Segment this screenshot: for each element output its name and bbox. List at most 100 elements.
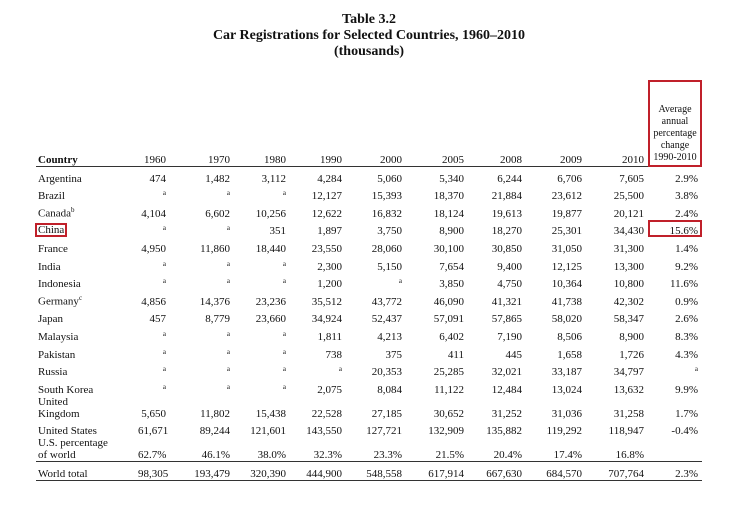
cell-text: 6,706 bbox=[557, 172, 582, 185]
value-cell: a bbox=[170, 255, 234, 273]
country-cell: Canadab bbox=[36, 202, 136, 220]
cell-text: 12,622 bbox=[311, 207, 342, 220]
value-cell: 18,440 bbox=[234, 237, 290, 255]
cell-text: 16.8% bbox=[615, 449, 644, 462]
column-header: 1990 bbox=[290, 80, 346, 167]
column-header: 2005 bbox=[406, 80, 468, 167]
value-cell: 21,884 bbox=[468, 185, 526, 202]
table-row: Argentina 474 1,482 3,112 4,284 5,060 5,340 6,2… bbox=[36, 167, 702, 185]
value-cell: 15,438 bbox=[234, 396, 290, 420]
cell-text: 89,244 bbox=[199, 425, 230, 438]
value-cell: 119,292 bbox=[526, 420, 586, 437]
column-header: 2000 bbox=[346, 80, 406, 167]
cell-text: 4,856 bbox=[141, 295, 166, 308]
cell-text: a bbox=[162, 382, 166, 391]
value-cell: 23,236 bbox=[234, 290, 290, 308]
value-cell: 3,112 bbox=[234, 167, 290, 185]
value-cell: a bbox=[234, 255, 290, 273]
cell-text: 57,865 bbox=[491, 313, 522, 326]
value-cell: 738 bbox=[290, 343, 346, 361]
cell-text: 143,550 bbox=[306, 425, 342, 438]
value-cell: 12,622 bbox=[290, 202, 346, 220]
cell-text: 28,060 bbox=[371, 242, 402, 255]
country-name: Pakistan bbox=[38, 348, 76, 361]
cell-text: 13,632 bbox=[613, 383, 644, 396]
cell-text: 684,570 bbox=[546, 467, 582, 480]
country-name: United Kingdom bbox=[38, 395, 80, 420]
cell-text: 4,284 bbox=[317, 172, 342, 185]
cell-text: 4,750 bbox=[497, 278, 522, 291]
cell-text: 320,390 bbox=[250, 467, 286, 480]
value-cell: 57,091 bbox=[406, 308, 468, 325]
value-cell: 4,750 bbox=[468, 273, 526, 291]
value-cell: 52,437 bbox=[346, 308, 406, 325]
value-cell: 2,075 bbox=[290, 378, 346, 396]
cell-text: 58,347 bbox=[613, 313, 644, 326]
value-cell: 20,121 bbox=[586, 202, 648, 220]
value-cell: 135,882 bbox=[468, 420, 526, 437]
value-cell: 11,802 bbox=[170, 396, 234, 420]
value-cell: 13,300 bbox=[586, 255, 648, 273]
cell-text: 32.3% bbox=[313, 449, 342, 462]
cell-text: 5,650 bbox=[141, 407, 166, 420]
cell-text: 1,897 bbox=[317, 225, 342, 238]
cell-text: 351 bbox=[269, 225, 287, 238]
country-cell: Germanyc bbox=[36, 290, 136, 308]
country-name: World total bbox=[38, 467, 88, 480]
value-cell: 9,400 bbox=[468, 255, 526, 273]
value-cell: 193,479 bbox=[170, 461, 234, 481]
value-cell: 18,124 bbox=[406, 202, 468, 220]
value-cell: 8,084 bbox=[346, 378, 406, 396]
value-cell: 351 bbox=[234, 220, 290, 238]
value-cell: 6,706 bbox=[526, 167, 586, 185]
cell-text: 444,900 bbox=[306, 467, 342, 480]
value-cell: 61,671 bbox=[136, 420, 170, 437]
cell-text: 9,400 bbox=[497, 260, 522, 273]
value-cell: 23,550 bbox=[290, 237, 346, 255]
country-name: Russia bbox=[38, 366, 68, 379]
value-cell: 31,050 bbox=[526, 237, 586, 255]
value-cell: 13,632 bbox=[586, 378, 648, 396]
value-cell: 31,300 bbox=[586, 237, 648, 255]
value-cell: a bbox=[234, 378, 290, 396]
value-cell: 30,100 bbox=[406, 237, 468, 255]
cell-text: 18,270 bbox=[491, 225, 522, 238]
value-cell: 34,924 bbox=[290, 308, 346, 325]
cell-text: 19,877 bbox=[551, 207, 582, 220]
table-row: Russia a a a a 20,353 25,285 32,021 33,187 34,797… bbox=[36, 361, 702, 379]
value-cell: 4,856 bbox=[136, 290, 170, 308]
cell-text: 10,256 bbox=[255, 207, 286, 220]
cell-text: 1.4% bbox=[675, 242, 698, 255]
table-row: U.S. percentage of world 62.7% 46.1% 38.0% 3… bbox=[36, 437, 702, 462]
value-cell: 31,252 bbox=[468, 396, 526, 420]
value-cell: a bbox=[170, 378, 234, 396]
value-cell: 42,302 bbox=[586, 290, 648, 308]
cell-text: a bbox=[226, 189, 230, 198]
country-cell: United States bbox=[36, 420, 136, 437]
cell-text: 193,479 bbox=[194, 467, 230, 480]
cell-text: 12,125 bbox=[551, 260, 582, 273]
value-cell: 1,897 bbox=[290, 220, 346, 238]
value-cell: 33,187 bbox=[526, 361, 586, 378]
value-cell: 19,613 bbox=[468, 202, 526, 220]
value-cell: 1,658 bbox=[526, 343, 586, 361]
country-name: South Korea bbox=[38, 383, 94, 396]
country-name: Canada bbox=[38, 207, 71, 220]
value-cell: 18,270 bbox=[468, 220, 526, 238]
value-cell: 5,060 bbox=[346, 167, 406, 185]
value-cell: 35,512 bbox=[290, 290, 346, 308]
value-cell: 457 bbox=[136, 308, 170, 325]
value-cell: a bbox=[136, 343, 170, 361]
cell-text: 8,779 bbox=[205, 313, 230, 326]
value-cell: 12,484 bbox=[468, 378, 526, 396]
value-cell: 5,150 bbox=[346, 255, 406, 273]
cell-text: a bbox=[226, 329, 230, 338]
value-cell: 2.3% bbox=[648, 461, 702, 481]
cell-text: a bbox=[338, 365, 342, 374]
value-cell: 7,190 bbox=[468, 325, 526, 343]
value-cell: 11,122 bbox=[406, 378, 468, 396]
cell-text: 11,802 bbox=[200, 407, 230, 420]
value-cell: 28,060 bbox=[346, 237, 406, 255]
cell-text: 20,353 bbox=[371, 366, 402, 379]
value-cell: a bbox=[290, 361, 346, 379]
